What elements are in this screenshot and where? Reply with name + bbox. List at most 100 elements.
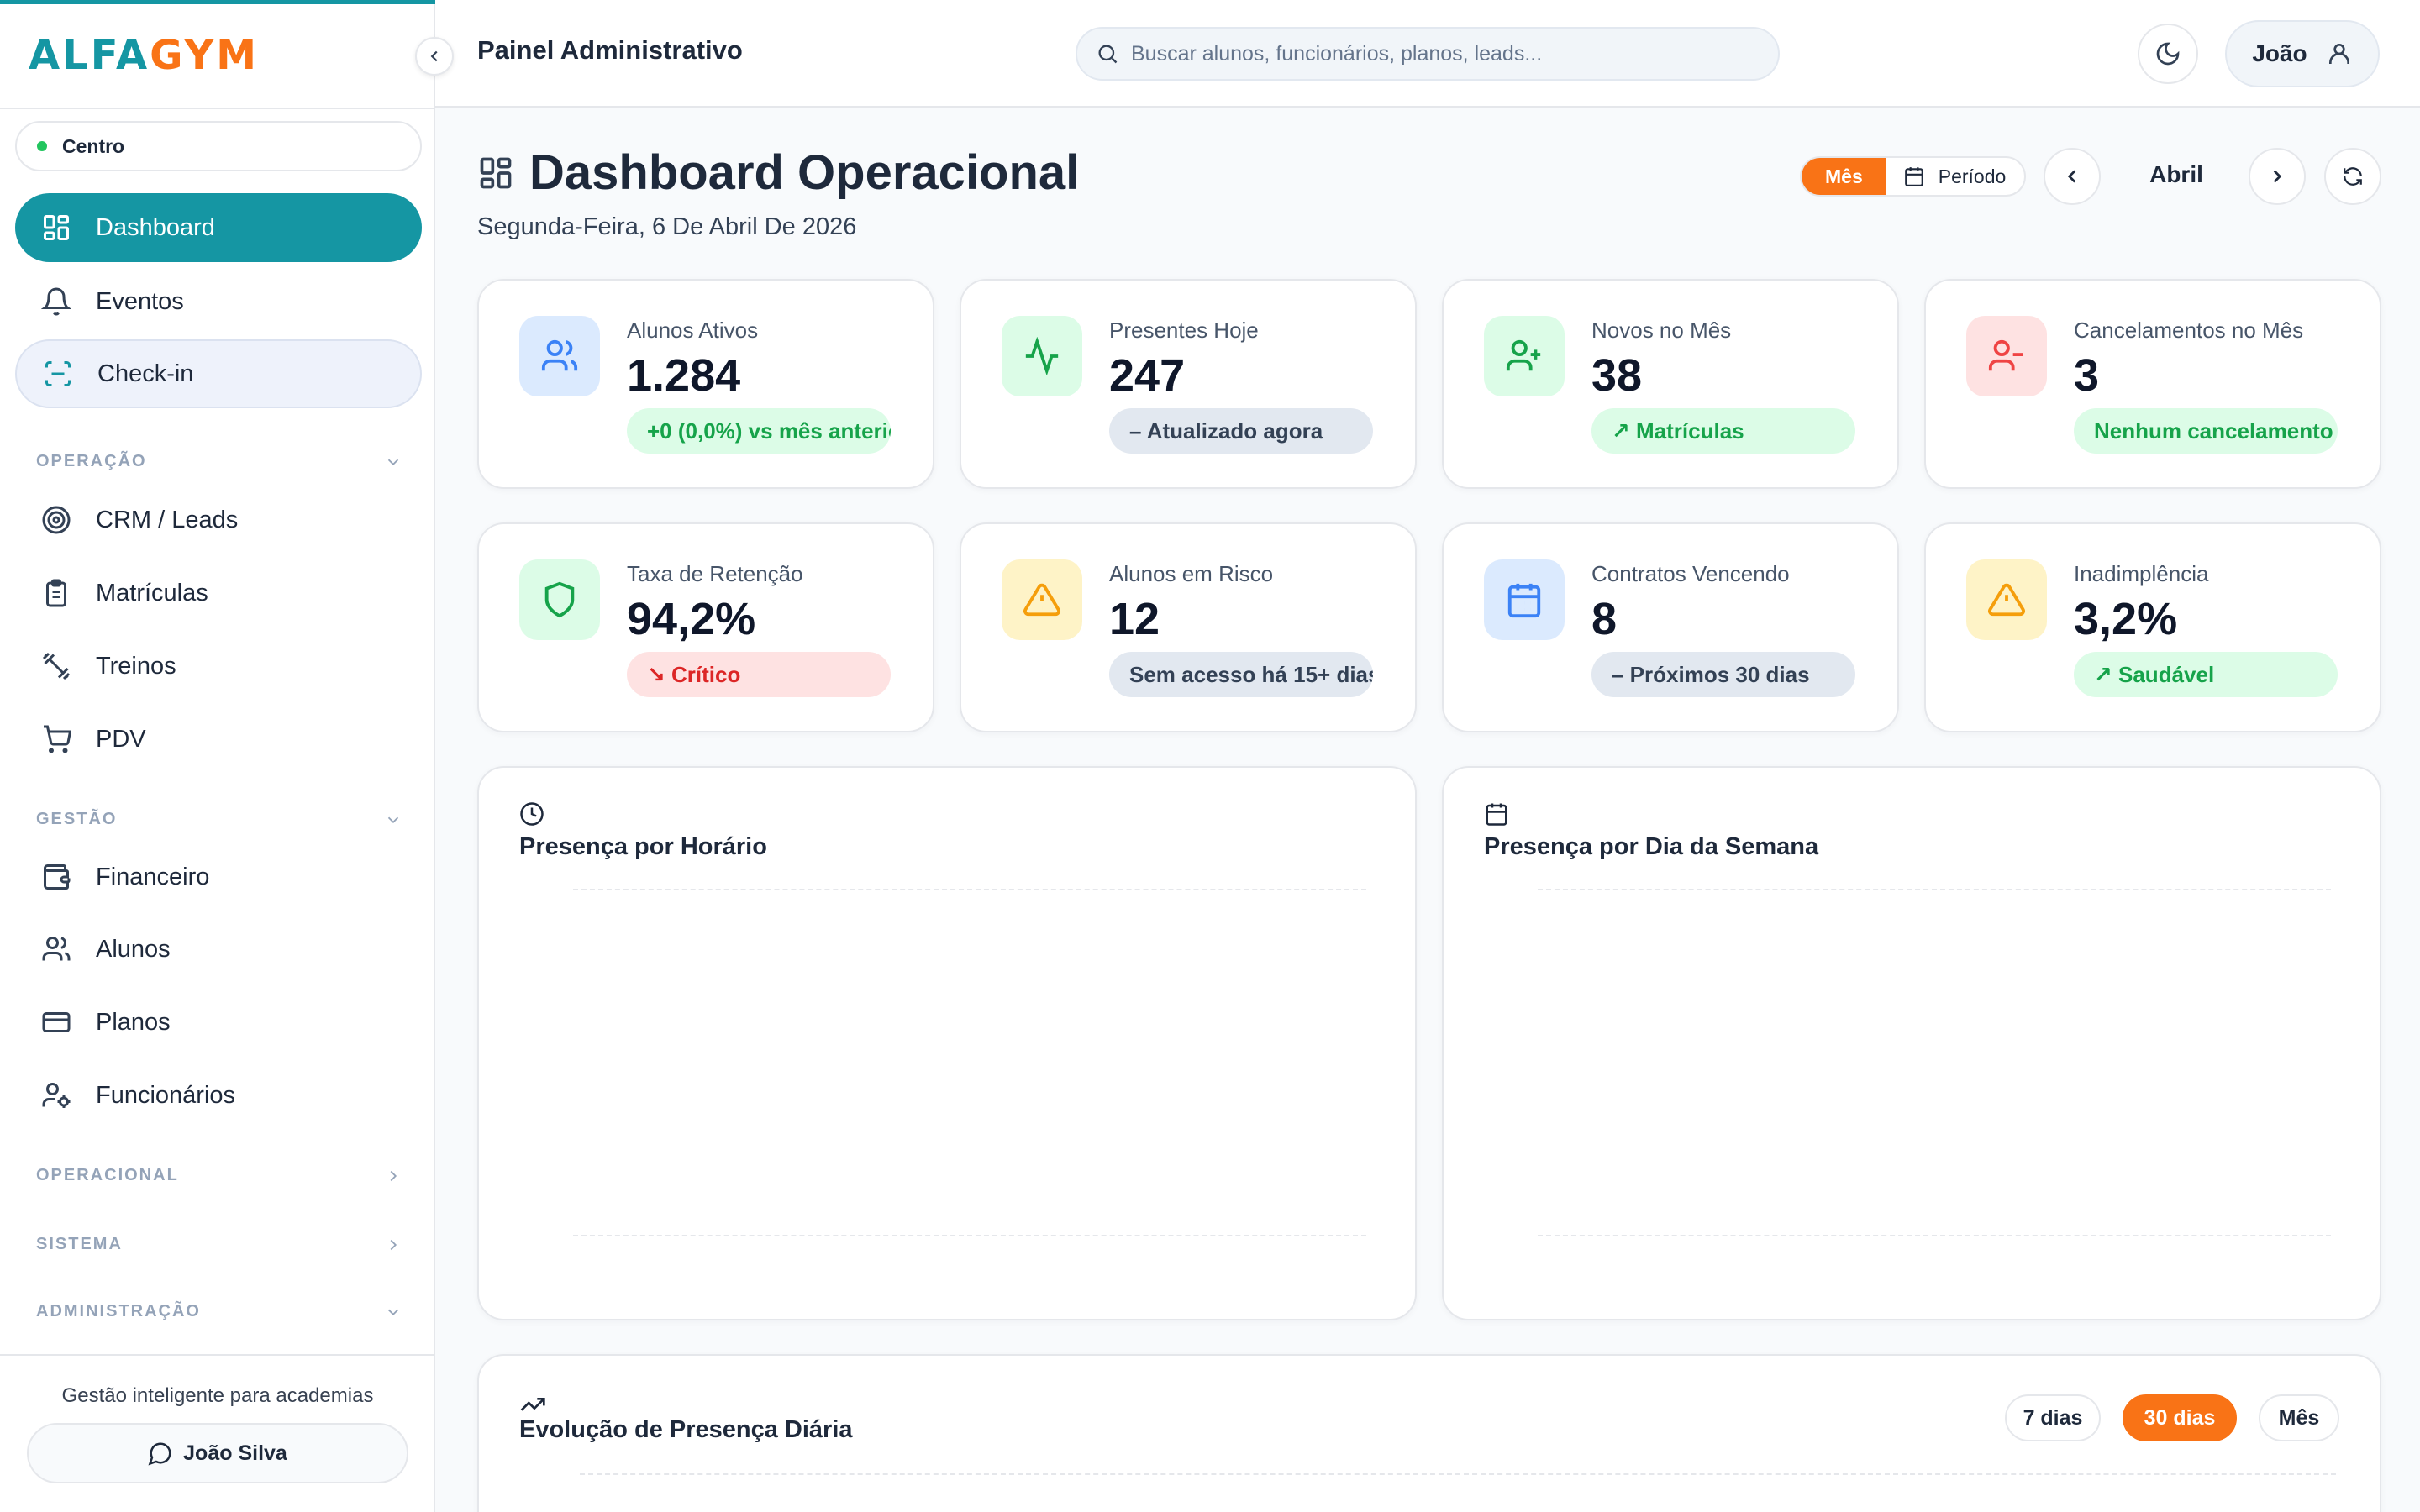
stat-card-alunos-ativos[interactable]: Alunos Ativos 1.284 +0 (0,0%) vs mês ant… — [477, 279, 934, 489]
sidebar-item-pdv[interactable]: PDV — [15, 705, 422, 774]
stat-label: Cancelamentos no Mês — [2074, 318, 2304, 343]
stat-label: Contratos Vencendo — [1591, 561, 1790, 586]
scan-icon — [40, 356, 76, 391]
period-month-option[interactable]: Mês — [1802, 158, 1886, 195]
chart-title: Presença por Horário — [519, 833, 767, 860]
page-title-wrap: Dashboard Operacional — [477, 144, 1079, 201]
chart-gridline — [1538, 1235, 2331, 1236]
range-month-button[interactable]: Mês — [2259, 1394, 2339, 1441]
range-7-days-button[interactable]: 7 dias — [2005, 1394, 2101, 1441]
section-operacao[interactable]: OPERAÇÃO — [36, 452, 402, 471]
footer-tagline: Gestão inteligente para academias — [61, 1384, 374, 1407]
stat-value: 12 — [1109, 594, 1160, 644]
unit-selector[interactable]: Centro — [15, 121, 422, 171]
chart-gridline — [573, 889, 1366, 890]
sidebar: ALFAGYM Centro Dashboard Eventos Check-i… — [0, 0, 435, 1512]
chevron-left-icon — [2067, 170, 2076, 183]
chevron-right-icon — [390, 1239, 397, 1250]
search-input[interactable] — [1131, 41, 1770, 66]
sidebar-item-label: Financeiro — [96, 863, 210, 890]
user-icon — [2328, 44, 2349, 64]
sidebar-item-crm[interactable]: CRM / Leads — [15, 486, 422, 554]
stat-label: Presentes Hoje — [1109, 318, 1259, 343]
sidebar-item-dashboard[interactable]: Dashboard — [15, 193, 422, 262]
status-dot — [37, 141, 47, 151]
warning-icon — [1002, 559, 1082, 640]
credit-card-icon — [39, 1005, 74, 1040]
stat-value: 247 — [1109, 350, 1186, 401]
section-operacional[interactable]: OPERACIONAL — [36, 1166, 402, 1185]
stat-value: 94,2% — [627, 594, 756, 644]
chart-card-hourly: Presença por Horário — [477, 766, 1417, 1320]
users-icon — [39, 932, 74, 967]
stat-label: Inadimplência — [2074, 561, 2209, 586]
top-header: Painel Administrativo João — [435, 0, 2420, 108]
unit-label: Centro — [62, 134, 125, 157]
status-badge: +0 (0,0%) vs mês anterior — [627, 408, 891, 454]
user-menu-button[interactable]: João — [2225, 20, 2380, 87]
calendar-icon — [1904, 167, 1923, 186]
status-badge: ↗ Matrículas — [1591, 408, 1855, 454]
current-month-label: Abril — [2149, 161, 2203, 187]
sidebar-item-alunos[interactable]: Alunos — [15, 915, 422, 984]
stat-card-contratos[interactable]: Contratos Vencendo 8 – Próximos 30 dias — [1442, 522, 1899, 732]
section-gestao[interactable]: GESTÃO — [36, 810, 402, 829]
chart-title: Evolução de Presença Diária — [519, 1416, 853, 1443]
sidebar-item-planos[interactable]: Planos — [15, 988, 422, 1057]
chart-title: Presença por Dia da Semana — [1484, 833, 1819, 860]
sidebar-item-eventos[interactable]: Eventos — [15, 267, 422, 336]
refresh-icon — [2344, 167, 2362, 186]
footer-user-button[interactable]: João Silva — [27, 1423, 408, 1483]
sidebar-item-label: Dashboard — [96, 213, 215, 241]
header-title: Painel Administrativo — [477, 35, 743, 65]
page-date: Segunda-Feira, 6 De Abril De 2026 — [477, 213, 857, 240]
calendar-icon — [1486, 803, 1507, 826]
next-month-button[interactable] — [2249, 148, 2306, 205]
calendar-icon — [1484, 559, 1565, 640]
chart-gridline — [1538, 889, 2331, 890]
stat-card-inadimplencia[interactable]: Inadimplência 3,2% ↗ Saudável — [1924, 522, 2381, 732]
status-badge: – Próximos 30 dias — [1591, 652, 1855, 697]
message-circle-icon — [148, 1442, 171, 1466]
chevron-right-icon — [390, 1170, 397, 1181]
sidebar-item-label: Eventos — [96, 287, 184, 315]
sidebar-item-matriculas[interactable]: Matrículas — [15, 559, 422, 627]
stat-card-novos-mes[interactable]: Novos no Mês 38 ↗ Matrículas — [1442, 279, 1899, 489]
chevron-left-icon — [430, 50, 438, 62]
sidebar-item-label: Alunos — [96, 935, 171, 963]
sidebar-item-label: Matrículas — [96, 579, 208, 606]
activity-icon — [1002, 316, 1082, 396]
sidebar-accent-bar — [0, 0, 435, 4]
period-range-option[interactable]: Período — [1886, 165, 2025, 188]
refresh-button[interactable] — [2324, 148, 2381, 205]
sidebar-item-financeiro[interactable]: Financeiro — [15, 843, 422, 911]
stat-card-cancelamentos[interactable]: Cancelamentos no Mês 3 Nenhum cancelamen… — [1924, 279, 2381, 489]
stat-card-presentes-hoje[interactable]: Presentes Hoje 247 – Atualizado agora — [960, 279, 1417, 489]
search-bar[interactable] — [1076, 27, 1780, 81]
divider — [0, 108, 435, 109]
sidebar-item-checkin[interactable]: Check-in — [15, 339, 422, 408]
section-sistema[interactable]: SISTEMA — [36, 1235, 402, 1254]
moon-icon — [2156, 42, 2180, 66]
range-30-days-button[interactable]: 30 dias — [2123, 1394, 2237, 1441]
collapse-sidebar-button[interactable] — [415, 37, 454, 76]
prev-month-button[interactable] — [2044, 148, 2101, 205]
sidebar-item-treinos[interactable]: Treinos — [15, 632, 422, 701]
chevron-down-icon — [387, 1309, 399, 1315]
stat-value: 3 — [2074, 350, 2100, 401]
status-badge: Nenhum cancelamento — [2074, 408, 2338, 454]
theme-toggle-button[interactable] — [2138, 24, 2198, 84]
section-administracao[interactable]: ADMINISTRAÇÃO — [36, 1302, 402, 1321]
users-icon — [519, 316, 600, 396]
chart-card-weekday: Presença por Dia da Semana — [1442, 766, 2381, 1320]
user-cog-icon — [39, 1078, 74, 1113]
sidebar-item-label: Planos — [96, 1008, 171, 1036]
stat-card-retencao[interactable]: Taxa de Retenção 94,2% ↘ Crítico — [477, 522, 934, 732]
status-badge: ↗ Saudável — [2074, 652, 2338, 697]
stat-card-alunos-risco[interactable]: Alunos em Risco 12 Sem acesso há 15+ dia… — [960, 522, 1417, 732]
sidebar-item-funcionarios[interactable]: Funcionários — [15, 1061, 422, 1130]
clock-icon — [520, 802, 544, 826]
period-toggle: Mês Período — [1800, 156, 2027, 197]
logo[interactable]: ALFAGYM — [29, 32, 260, 79]
stat-label: Taxa de Retenção — [627, 561, 803, 586]
